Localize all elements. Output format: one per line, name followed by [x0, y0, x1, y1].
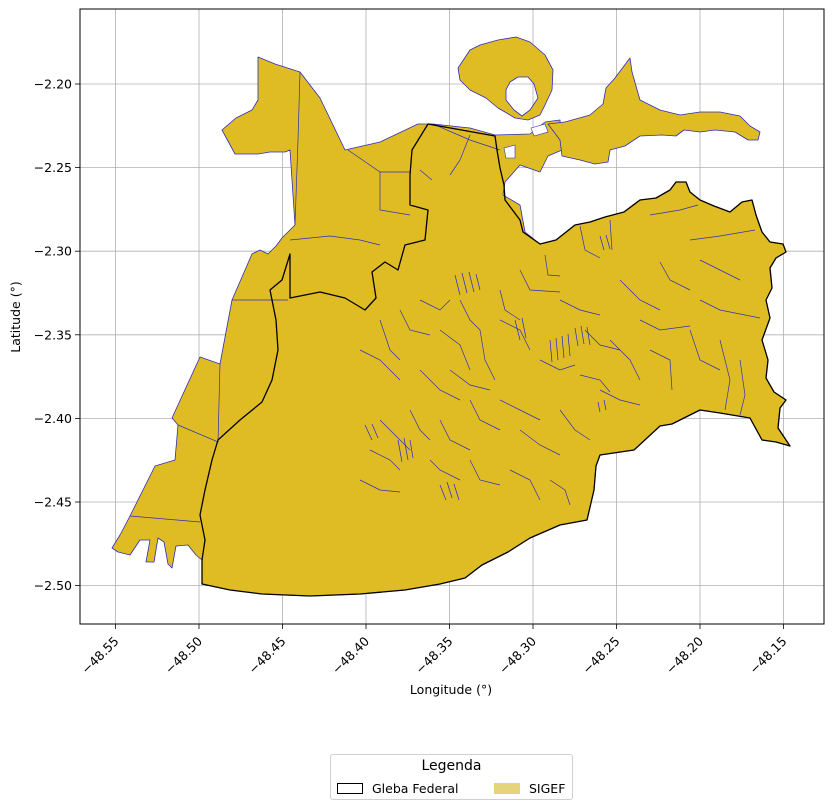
legend-title: Legenda [421, 758, 482, 774]
legend-label-gleba-federal: Gleba Federal [372, 780, 459, 796]
water-cutouts [503, 123, 549, 159]
x-axis-title: Longitude (°) [410, 682, 492, 697]
legend-label-sigef: SIGEF [529, 780, 566, 796]
gleba-federal-outline [199, 123, 791, 597]
x-tick-label: −48.55 [78, 634, 121, 677]
plot-frame [79, 8, 825, 625]
sigef-parcels-north [457, 36, 554, 121]
legend: Legenda Gleba Federal SIGEF [330, 754, 573, 800]
y-tick-label: −2.40 [34, 411, 72, 426]
map-area [111, 36, 791, 597]
y-tick-label: −2.50 [34, 578, 72, 593]
x-tick-label: −48.45 [245, 634, 288, 677]
legend-swatch-sigef [494, 782, 520, 794]
x-tick-label: −48.25 [579, 634, 622, 677]
x-tick-label: −48.30 [496, 633, 539, 676]
x-tick-label: −48.35 [412, 634, 455, 677]
legend-item-sigef: SIGEF [494, 780, 565, 796]
y-axis-title: Latitude (°) [8, 281, 23, 352]
y-axis-ticks: −2.20 −2.25 −2.30 −2.35 −2.40 −2.45 −2.50 [34, 77, 80, 593]
sigef-parcels-coast [547, 57, 761, 165]
x-tick-label: −48.40 [329, 633, 372, 676]
y-tick-label: −2.30 [34, 244, 72, 259]
y-tick-label: −2.35 [34, 327, 72, 342]
x-tick-label: −48.20 [663, 633, 706, 676]
x-tick-label: −48.50 [162, 633, 205, 676]
legend-swatch-gleba-federal [337, 782, 363, 794]
x-axis-ticks: −48.55 −48.50 −48.45 −48.40 −48.35 −48.30 −48.… [78, 624, 790, 677]
sigef-parcel-boundaries [129, 71, 761, 523]
legend-item-gleba-federal: Gleba Federal [337, 780, 459, 796]
y-tick-label: −2.25 [34, 160, 72, 175]
x-tick-label: −48.15 [746, 634, 789, 677]
small-parcel-clusters [364, 234, 611, 501]
y-tick-label: −2.45 [34, 495, 72, 510]
y-tick-label: −2.20 [34, 77, 72, 92]
